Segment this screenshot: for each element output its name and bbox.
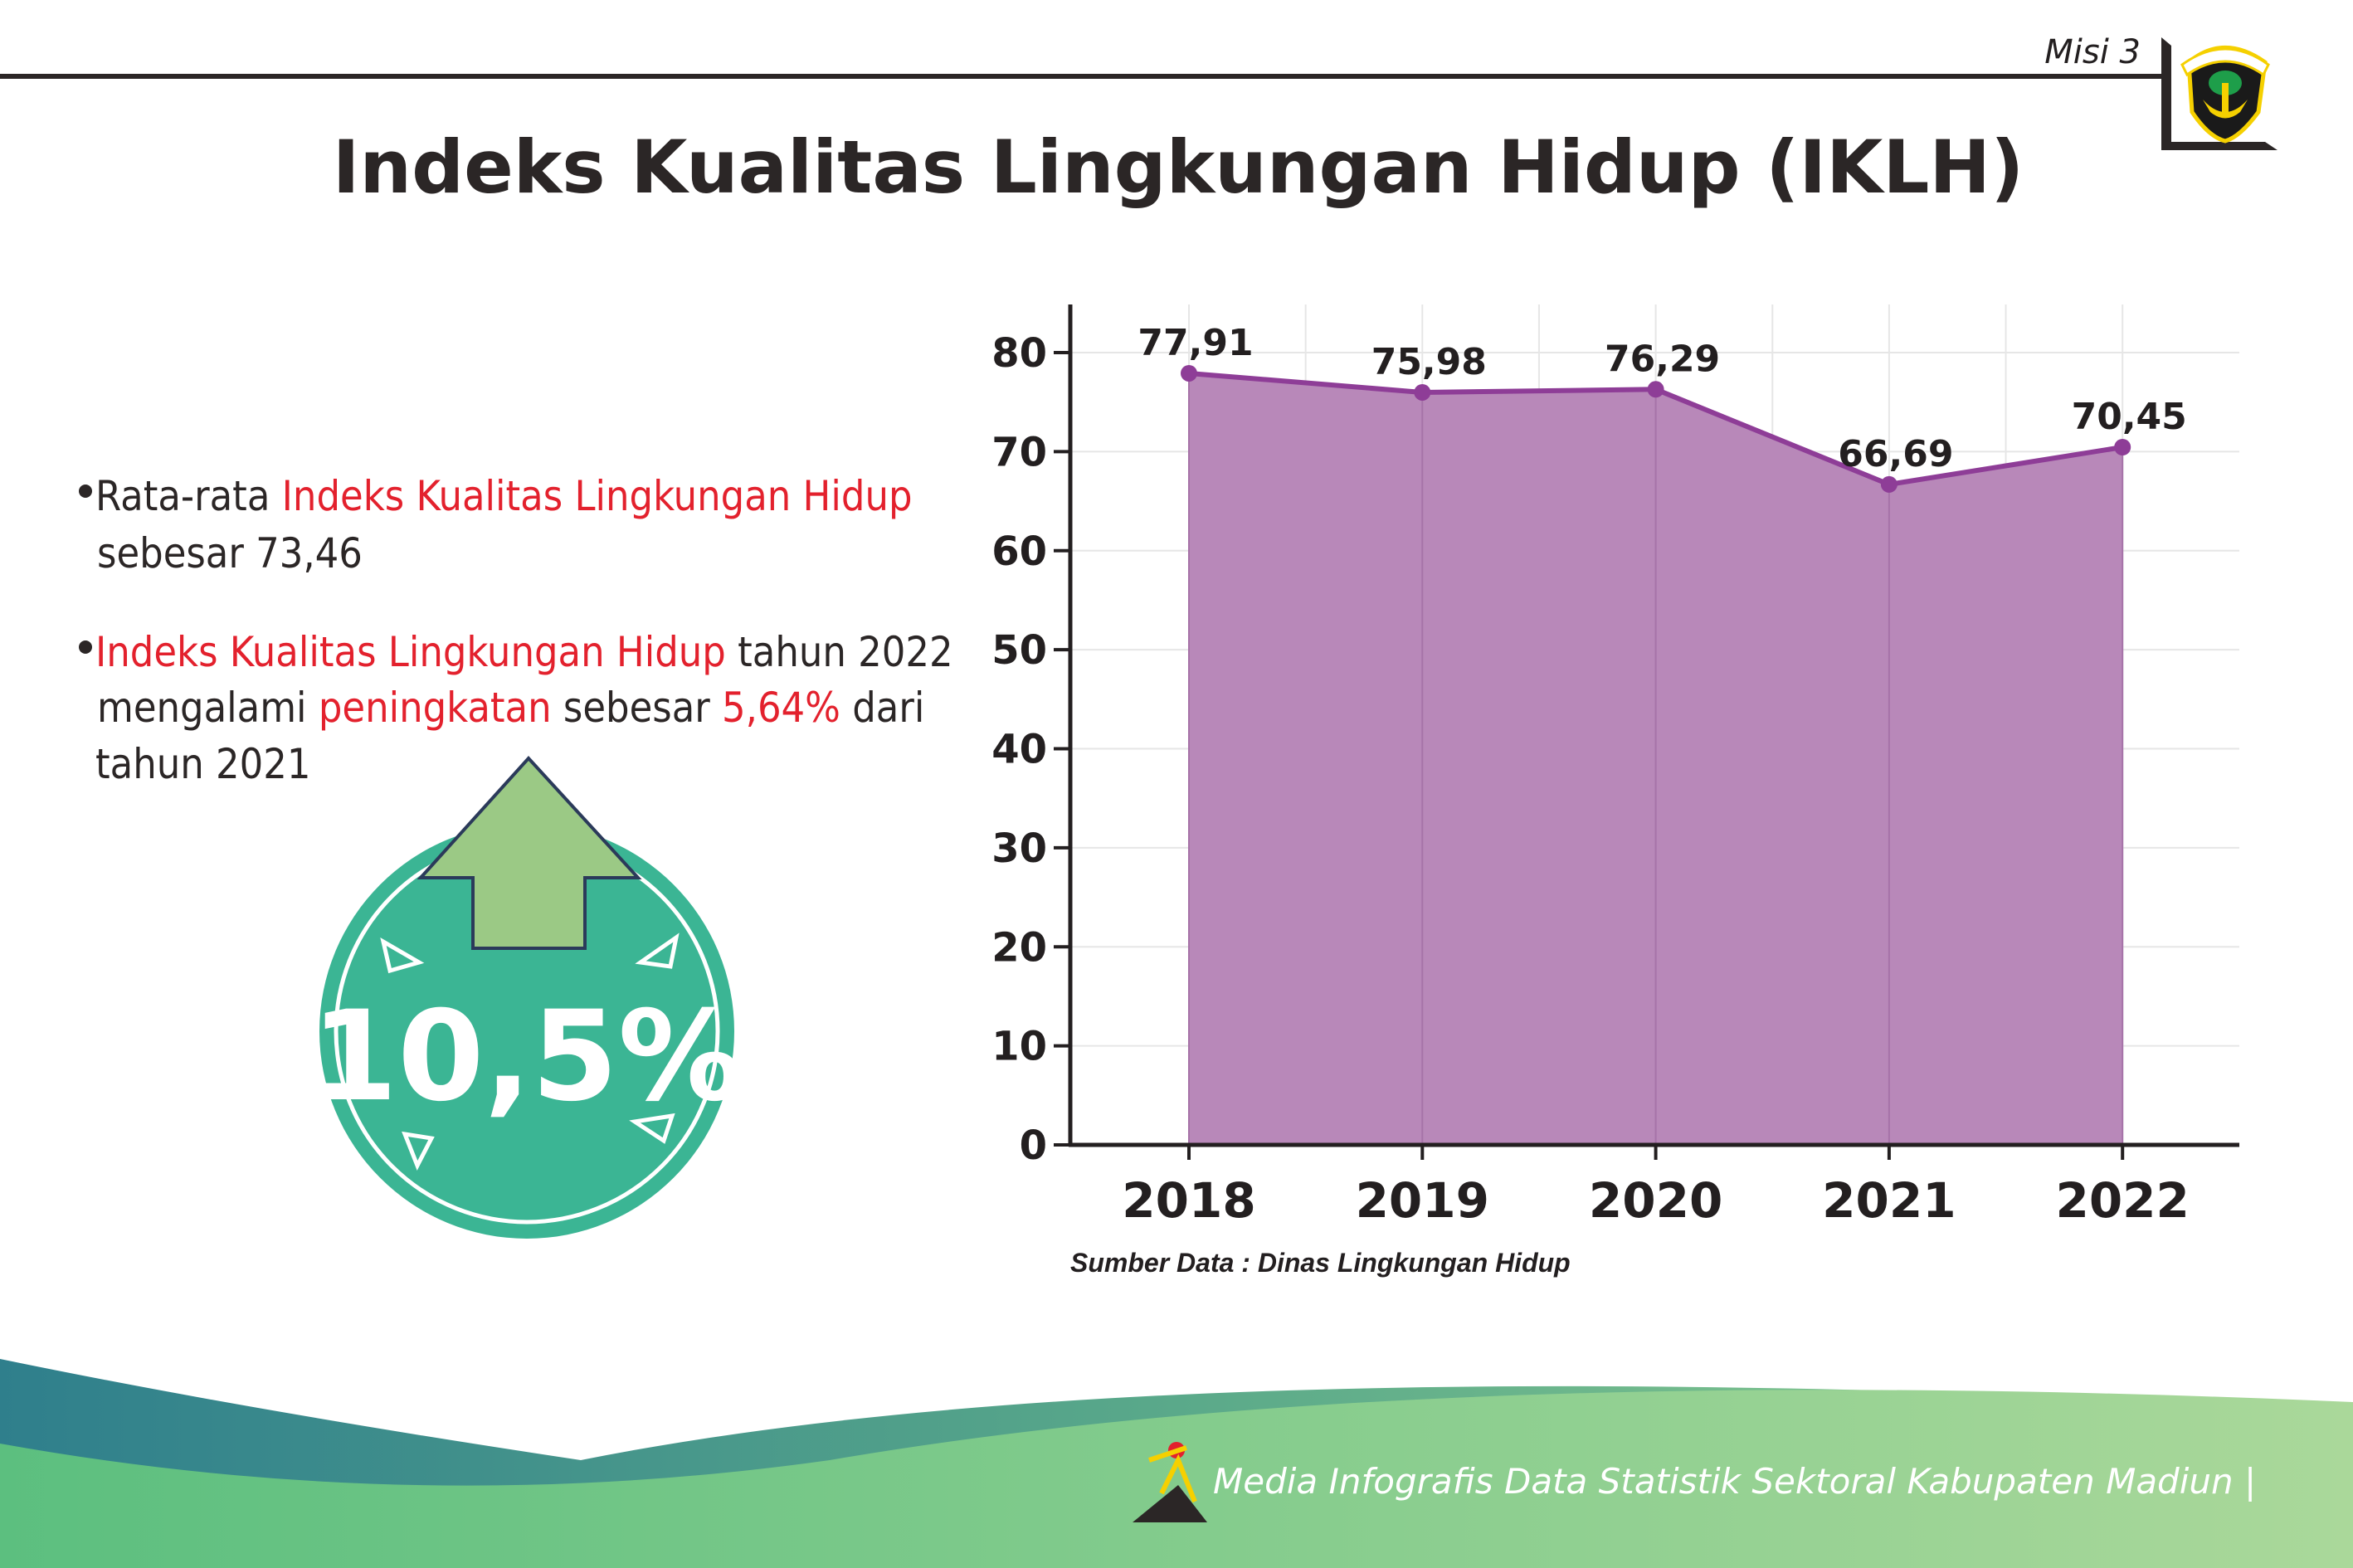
bullet-text-cont: sebesar 73,46 [97, 529, 363, 577]
x-tick-label: 2021 [1822, 1172, 1956, 1229]
y-tick-label: 40 [991, 727, 1047, 773]
y-tick-label: 30 [991, 825, 1047, 872]
y-tick-label: 20 [991, 924, 1047, 971]
y-tick-label: 80 [991, 330, 1047, 377]
y-tick-label: 70 [991, 429, 1047, 475]
bullet-text: Rata-rata Indeks Kualitas Lingkungan Hid… [95, 472, 913, 520]
x-tick-label: 2020 [1589, 1172, 1722, 1229]
bullet-dot [79, 640, 92, 654]
data-point-2019 [1414, 383, 1431, 401]
footer-logo-icon [1133, 1442, 1207, 1522]
growth-badge: 10,5% [311, 756, 743, 1239]
data-point-2021 [1880, 475, 1898, 493]
mission-label: Misi 3 [2044, 33, 2141, 71]
bullet-dot [79, 485, 92, 498]
data-point-2022 [2114, 439, 2131, 456]
badge-value: 10,5% [311, 985, 743, 1129]
footer-wave-front [0, 1390, 2353, 1568]
x-tick-label: 2018 [1122, 1172, 1255, 1229]
data-label-2019: 75,98 [1371, 341, 1487, 383]
iklh-area-chart: 77,91 75,98 76,29 66,69 70,45 0 10 20 30 40 50 60 7… [991, 304, 2239, 1229]
y-tick-label: 60 [991, 528, 1047, 575]
source-note: Sumber Data : Dinas Lingkungan Hidup [1070, 1248, 1571, 1278]
bullet-increase: Indeks Kualitas Lingkungan Hidup tahun 2… [79, 628, 953, 788]
bullet-average: Rata-rata Indeks Kualitas Lingkungan Hid… [79, 472, 913, 577]
data-label-2021: 66,69 [1838, 433, 1953, 475]
page-title: Indeks Kualitas Lingkungan Hidup (IKLH) [333, 124, 2024, 210]
y-tick-label: 0 [1020, 1122, 1047, 1169]
data-label-2020: 76,29 [1605, 338, 1720, 380]
footer-text: Media Infografis Data Statistik Sektoral… [1213, 1461, 2256, 1502]
bullet-text: Indeks Kualitas Lingkungan Hidup tahun 2… [95, 628, 953, 676]
y-tick-label: 50 [991, 627, 1047, 674]
kabupaten-madiun-logo [2180, 46, 2270, 144]
bullet-text-cont: mengalami peningkatan sebesar 5,64% dari [97, 684, 924, 732]
data-point-2018 [1181, 364, 1197, 382]
data-point-2020 [1647, 381, 1664, 398]
bullet-text-cont: tahun 2021 [95, 740, 310, 788]
y-tick-label: 10 [991, 1024, 1047, 1070]
sparkle-decorations [380, 933, 680, 1171]
arrow-up-icon [417, 756, 642, 950]
x-tick-label: 2022 [2055, 1172, 2189, 1229]
x-tick-label: 2019 [1356, 1172, 1489, 1229]
data-label-2018: 77,91 [1138, 322, 1253, 364]
data-label-2022: 70,45 [2072, 396, 2187, 438]
